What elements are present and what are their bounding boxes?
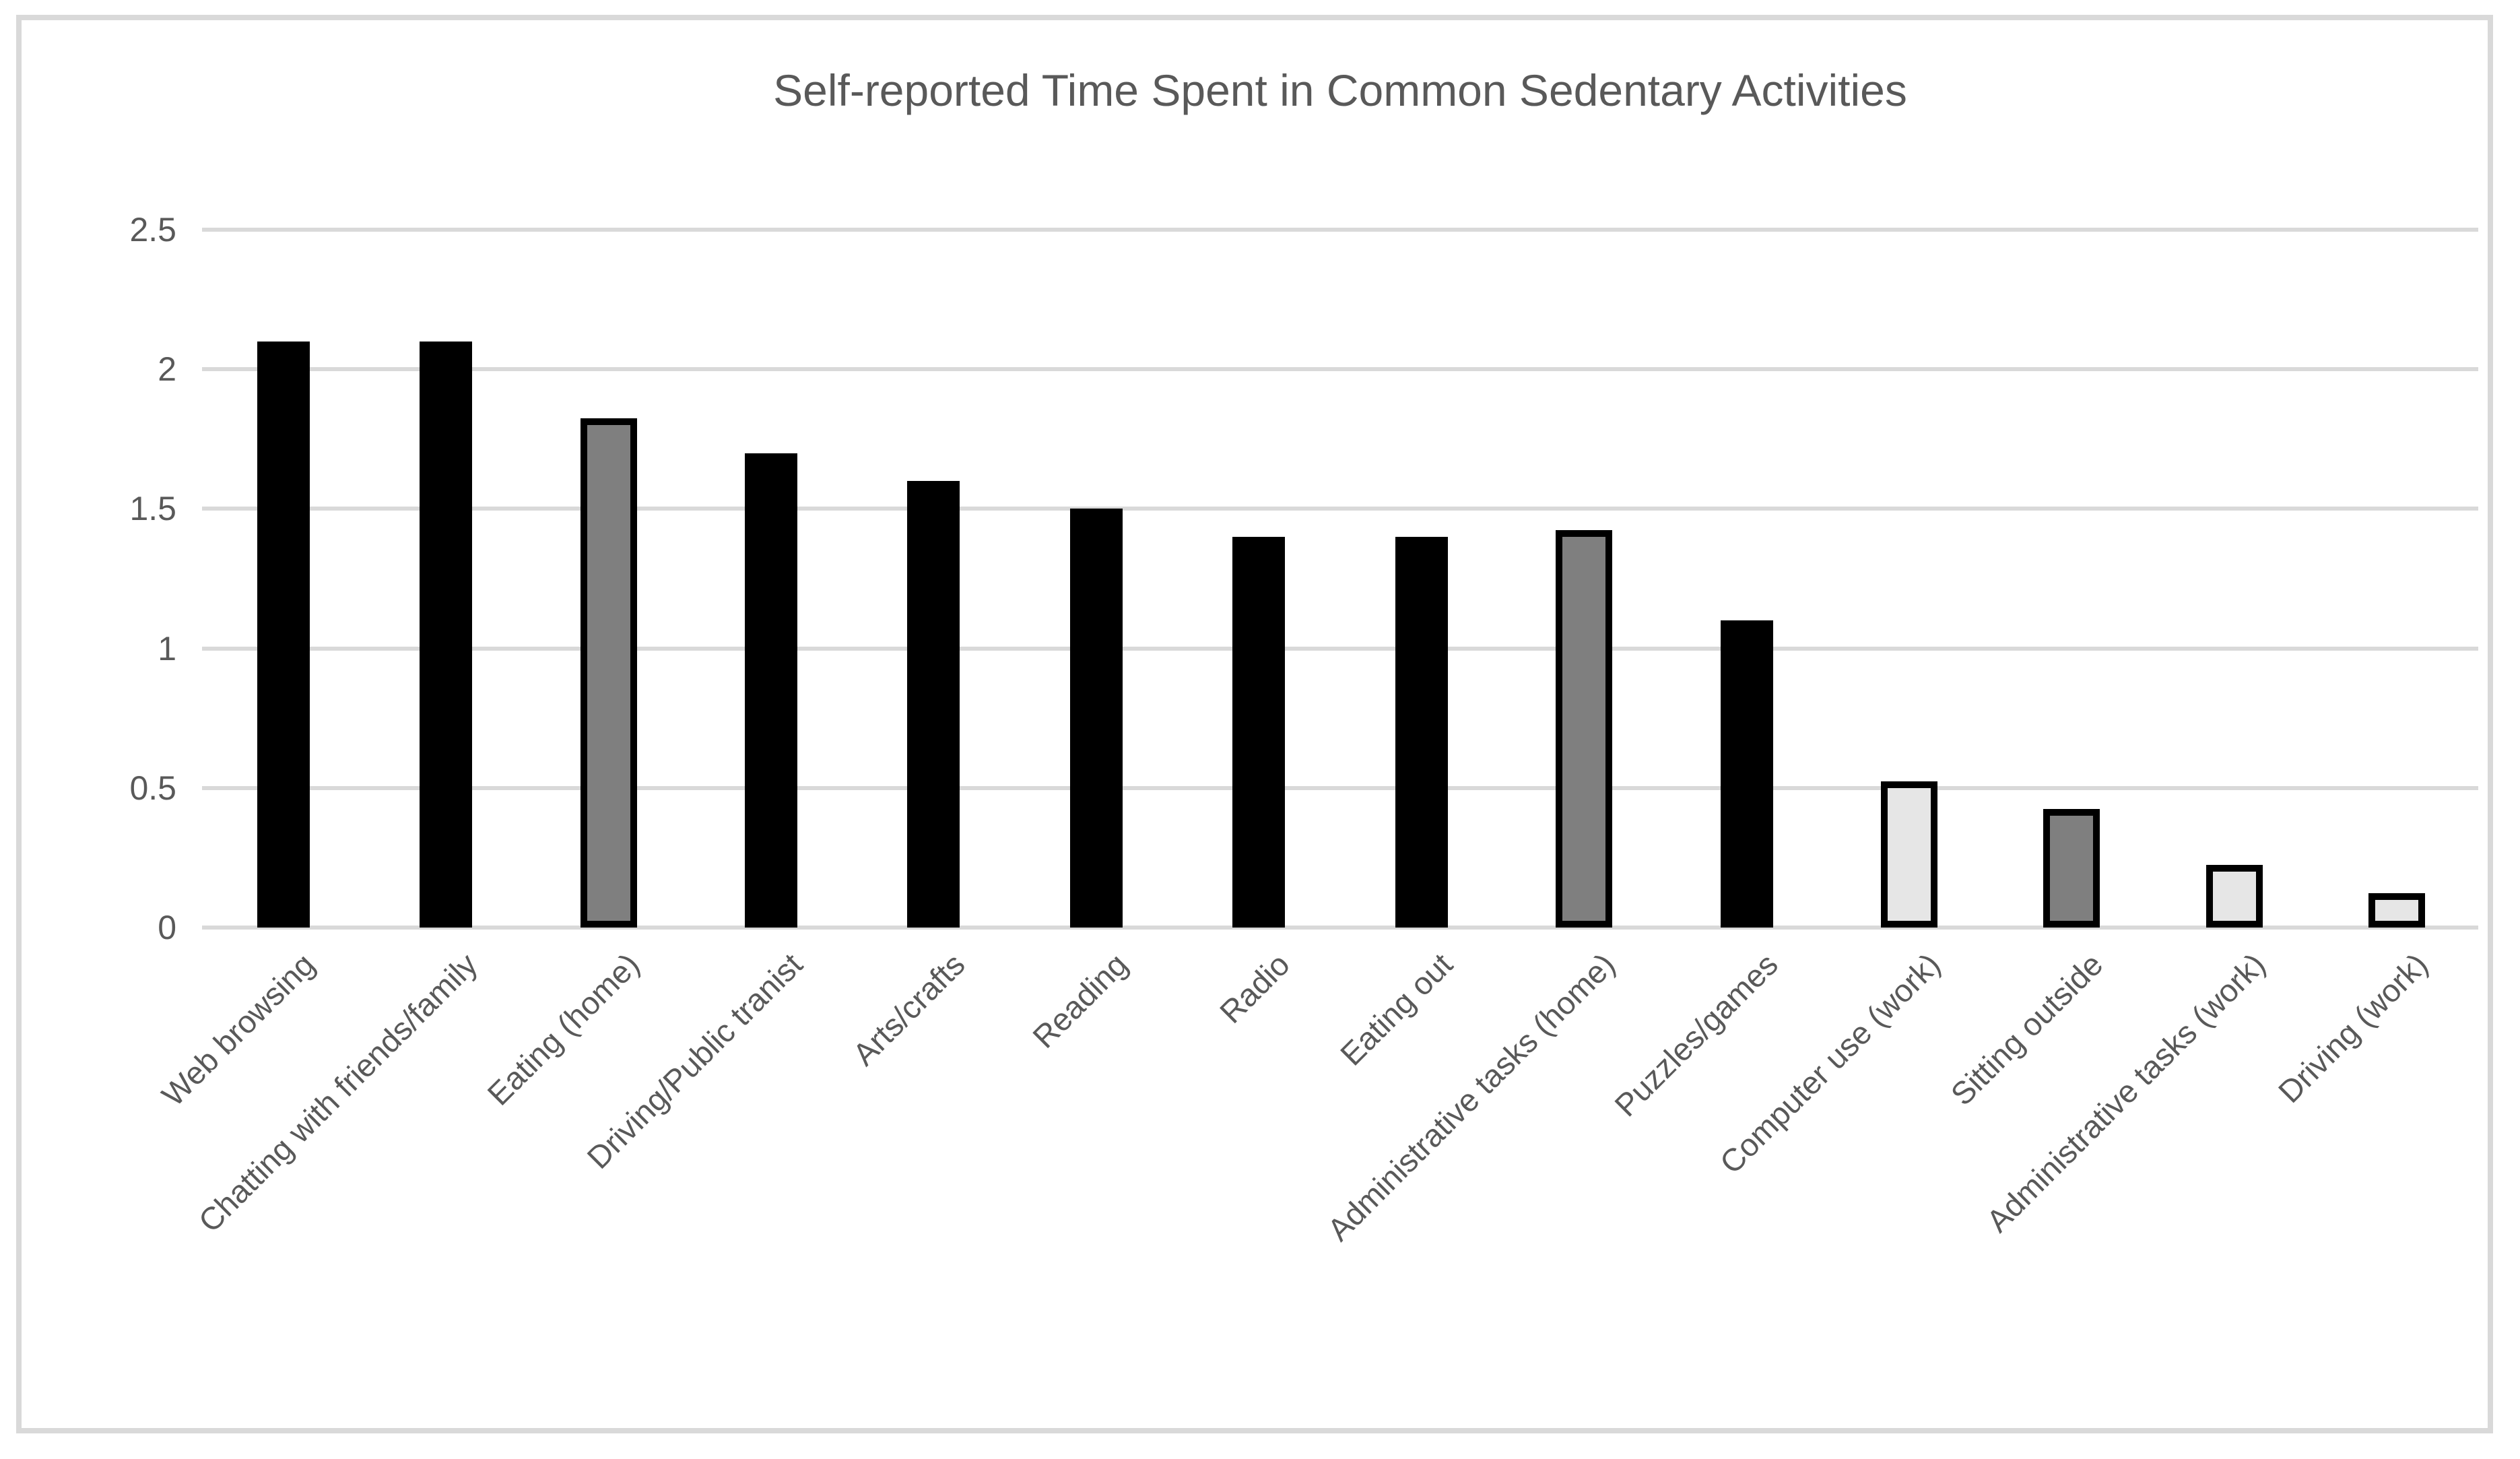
- gridline: [202, 785, 2478, 790]
- bar-administrative-tasks-work: [2206, 865, 2263, 928]
- bar-puzzles-games: [1720, 620, 1773, 928]
- gridline: [202, 926, 2478, 930]
- bar-radio: [1232, 536, 1286, 928]
- y-axis-tick-label: 2: [158, 350, 176, 389]
- y-axis-tick-label: 2.5: [129, 211, 176, 249]
- bar-web-browsing: [257, 341, 310, 928]
- gridline: [202, 646, 2478, 651]
- gridline: [202, 367, 2478, 372]
- y-axis-tick-label: 1: [158, 629, 176, 668]
- bar-chatting-with-friends-family: [420, 341, 473, 928]
- bar-driving-public-tranist: [745, 453, 797, 928]
- bar-computer-use-work: [1881, 781, 1937, 928]
- bar-administrative-tasks-home: [1556, 529, 1613, 928]
- bar-arts-crafts: [907, 480, 960, 928]
- gridline: [202, 228, 2478, 232]
- gridline: [202, 507, 2478, 511]
- chart-title: Self-reported Time Spent in Common Seden…: [773, 65, 1907, 115]
- bar-eating-home: [580, 418, 637, 928]
- y-axis-tick-label: 0: [158, 909, 176, 946]
- bar-driving-work: [2368, 893, 2426, 928]
- y-axis-tick-label: 0.5: [129, 769, 176, 807]
- y-axis-tick-label: 1.5: [129, 490, 176, 528]
- bar-sitting-outside: [2043, 809, 2100, 928]
- bar-eating-out: [1395, 536, 1448, 928]
- bar-reading: [1069, 509, 1123, 928]
